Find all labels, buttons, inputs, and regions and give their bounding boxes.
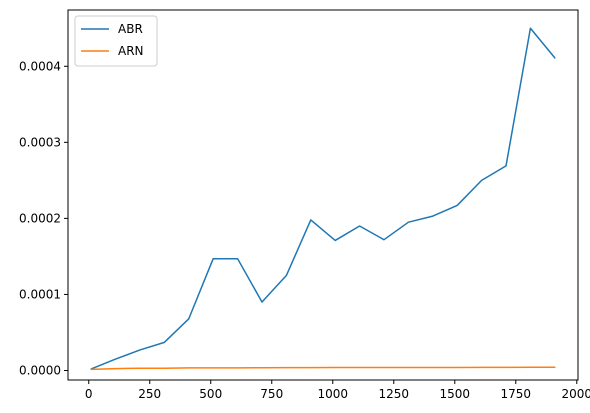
- x-tick-label: 1750: [501, 387, 532, 401]
- legend-box: [74, 15, 158, 67]
- series-layer: [90, 27, 556, 371]
- y-axis: 0.0000 0.0001 0.0002 0.0003 0.0004: [19, 59, 68, 377]
- x-tick-label: 1500: [439, 387, 470, 401]
- series-arn: [90, 366, 556, 371]
- x-tick-label: 0: [85, 387, 93, 401]
- x-tick-label: 2000: [562, 387, 590, 401]
- x-tick-label: 1000: [317, 387, 348, 401]
- plot-frame: [67, 9, 579, 381]
- x-tick-label: 750: [260, 387, 283, 401]
- y-tick-label: 0.0000: [19, 363, 61, 377]
- series-line-abr: [90, 27, 556, 370]
- series-line-arn: [90, 366, 556, 371]
- legend-label-arn: ARN: [118, 44, 144, 58]
- legend-label-abr: ABR: [118, 22, 143, 36]
- plot-area: [68, 10, 578, 380]
- x-tick-label: 500: [199, 387, 222, 401]
- legend: ABR ARN: [74, 15, 158, 67]
- x-tick-label: 1250: [378, 387, 409, 401]
- x-axis: 0 250 500 750 1000 1250 1500 1750 2000: [85, 380, 590, 401]
- y-tick-label: 0.0002: [19, 211, 61, 225]
- y-tick-label: 0.0001: [19, 287, 61, 301]
- x-tick-label: 250: [138, 387, 161, 401]
- y-tick-label: 0.0004: [19, 59, 61, 73]
- y-tick-label: 0.0003: [19, 135, 61, 149]
- series-abr: [90, 27, 556, 370]
